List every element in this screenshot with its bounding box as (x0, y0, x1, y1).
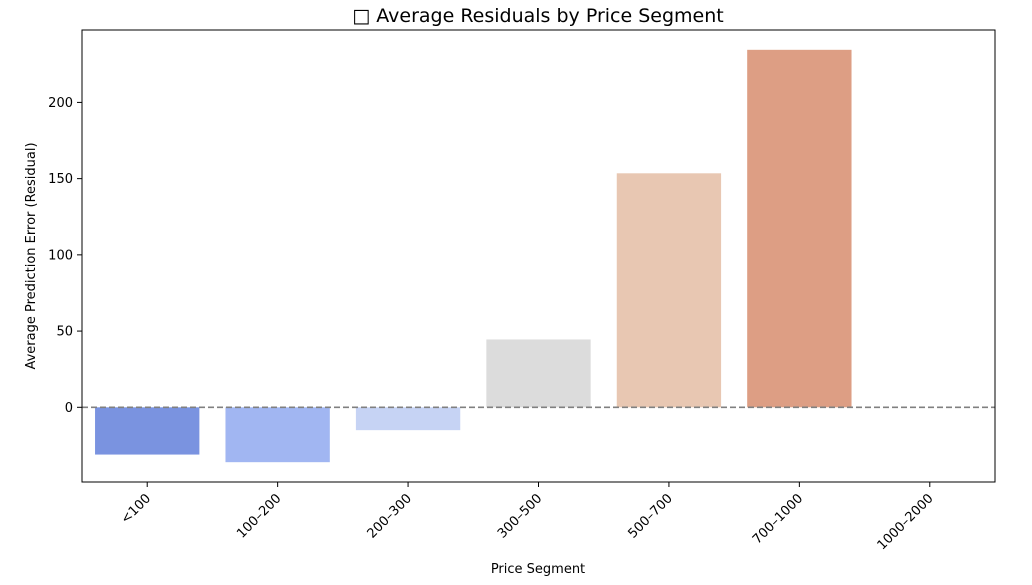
y-tick-label: 200 (48, 96, 73, 111)
plot-area-frame (81, 29, 996, 483)
bars-layer (95, 49, 852, 463)
x-tick-label: 100–200 (234, 491, 284, 541)
x-tick-label: 200–300 (365, 491, 415, 541)
y-axis: 0 50 100 150 200 (48, 96, 82, 416)
y-tick-label: 150 (48, 172, 73, 187)
y-tick-label: 100 (48, 248, 73, 263)
y-tick-label: 50 (56, 325, 73, 340)
x-axis-label: Price Segment (491, 562, 585, 577)
bar-3 (486, 339, 591, 408)
bar-5 (747, 49, 852, 408)
x-tick-label: <100 (118, 491, 154, 527)
x-tick-label: 300–500 (495, 491, 545, 541)
bar-2 (355, 407, 461, 431)
y-axis-label: Average Prediction Error (Residual) (24, 142, 39, 369)
bar-4 (616, 173, 722, 408)
x-tick-label: 700–1000 (750, 491, 806, 547)
x-tick-label: 1000–2000 (875, 491, 937, 553)
bar-0 (95, 407, 200, 455)
x-tick-label: 500–700 (625, 491, 675, 541)
chart-title: □ Average Residuals by Price Segment (352, 5, 723, 27)
y-tick-label: 0 (65, 401, 73, 416)
x-axis: <100 100–200 200–300 300–500 500–700 700–1000… (118, 482, 937, 553)
bar-1 (225, 407, 330, 463)
